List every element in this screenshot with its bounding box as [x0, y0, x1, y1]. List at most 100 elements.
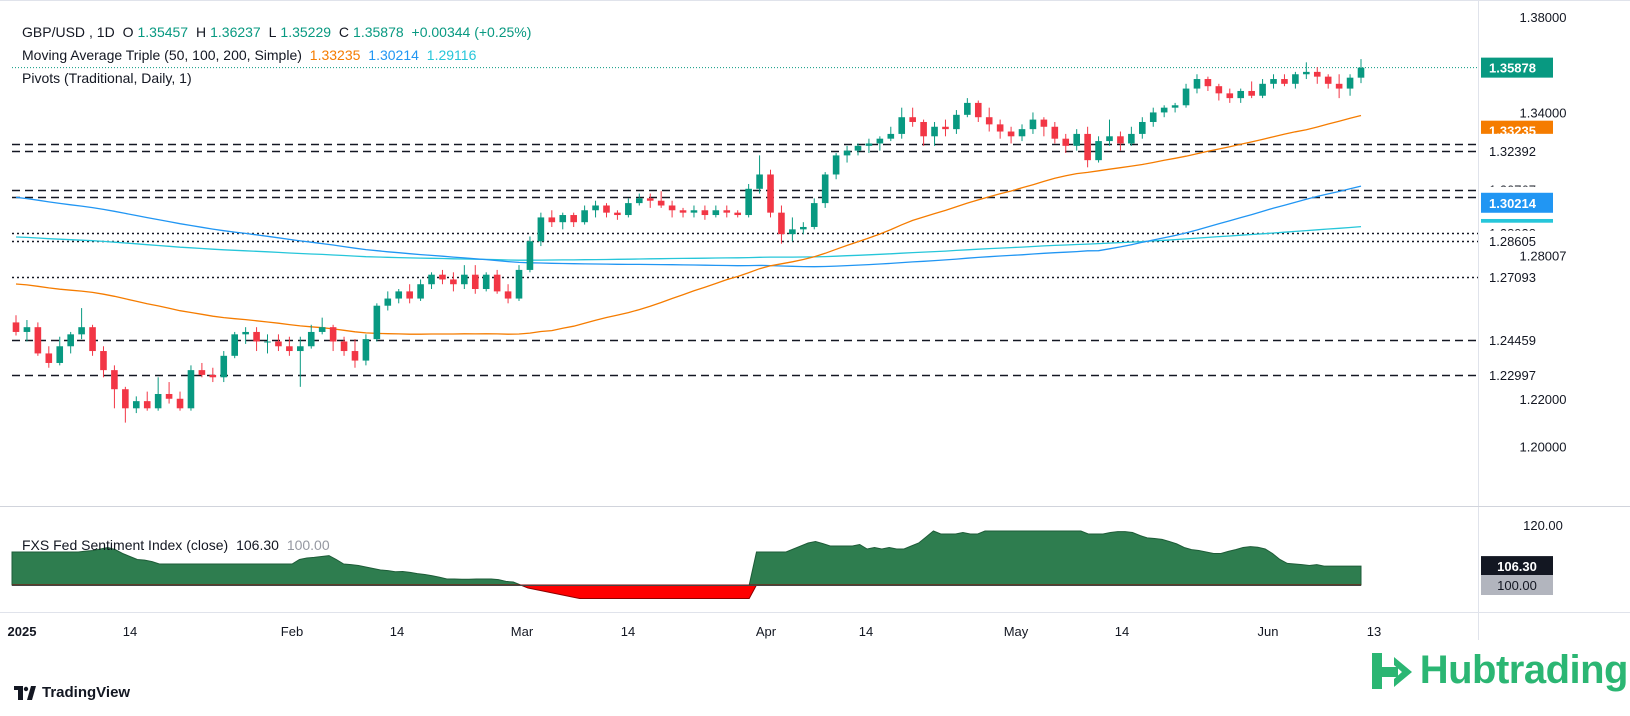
tradingview-logo[interactable]: TradingView — [14, 684, 130, 701]
time-tick-label: 13 — [1367, 624, 1381, 639]
candle-body — [723, 210, 731, 213]
time-tick-label: 14 — [123, 624, 137, 639]
candle-body — [985, 117, 993, 125]
low-value: 1.35229 — [280, 24, 332, 40]
candle-body — [89, 327, 96, 352]
candle-body — [898, 117, 906, 134]
candle-body — [78, 327, 85, 335]
close-label: C — [338, 24, 350, 40]
indicator-baseline-box — [1481, 575, 1553, 595]
candle-body — [384, 298, 392, 306]
candle-body — [1007, 131, 1015, 137]
candle-body — [1259, 83, 1266, 96]
candle-body — [340, 341, 348, 352]
interval: 1D — [96, 24, 115, 40]
candle-body — [679, 210, 687, 213]
candle-body — [854, 145, 862, 151]
price-label-box — [1480, 140, 1554, 162]
candle-body — [931, 126, 938, 137]
price-label-text: 1.32392 — [1489, 144, 1536, 159]
candle-body — [351, 351, 359, 361]
candle-body — [1281, 79, 1288, 84]
candle-body — [450, 279, 457, 285]
candle-body — [974, 102, 982, 118]
candle-body — [493, 274, 501, 292]
price-label-text: 1.28605 — [1489, 234, 1536, 249]
candle-body — [406, 291, 413, 299]
candle-body — [1018, 129, 1026, 137]
candle-body — [242, 331, 249, 335]
candle-body — [1073, 133, 1080, 146]
close-value: 1.35878 — [353, 24, 404, 40]
candle-body — [220, 355, 228, 378]
price-label-text: 1.24459 — [1489, 333, 1536, 348]
indicator-baseline: 100.00 — [286, 537, 330, 553]
candle-body — [1346, 77, 1354, 89]
candle-body — [1084, 133, 1091, 161]
candle-body — [45, 353, 53, 363]
candle-body — [614, 212, 621, 216]
candle-body — [734, 212, 742, 216]
price-label-box — [1480, 230, 1554, 252]
high-value: 1.36237 — [210, 24, 261, 40]
candle-body — [1149, 112, 1157, 122]
candle-body — [887, 133, 895, 139]
pivots-legend-name: Pivots (Traditional, Daily, 1) — [22, 70, 192, 86]
candle-body — [865, 143, 873, 146]
candle-body — [1248, 90, 1255, 96]
candle-body — [1324, 76, 1332, 84]
candle-body — [1193, 79, 1201, 89]
candle-body — [603, 205, 610, 213]
candle-body — [1040, 119, 1048, 127]
price-tick-label: 1.22000 — [1520, 392, 1567, 407]
candle-body — [657, 200, 665, 206]
candle-body — [56, 346, 64, 363]
symbol-legend: GBP/USD, 1D O 1.35457 H 1.36237 L 1.35229 C… — [22, 24, 532, 40]
sentiment-area-negative — [12, 584, 1361, 599]
indicator-current-box — [1481, 556, 1553, 577]
ma50-value: 1.33235 — [309, 47, 361, 63]
candle-body — [1182, 88, 1190, 106]
candle-body — [920, 121, 927, 137]
candle-body — [953, 114, 960, 130]
candle-body — [646, 198, 654, 201]
time-tick-label: 14 — [390, 624, 404, 639]
open-label: O — [122, 24, 134, 40]
candle-body — [111, 370, 118, 390]
candle-body — [810, 203, 818, 227]
time-tick-label: 14 — [621, 624, 635, 639]
candle-body — [690, 210, 698, 213]
candle-body — [154, 393, 162, 409]
ma50-line — [15, 114, 1362, 335]
candle-body — [395, 291, 403, 299]
indicator-value: 106.30 — [236, 537, 279, 553]
candle-body — [789, 229, 796, 235]
candle-body — [297, 346, 304, 352]
candle-body — [537, 217, 545, 242]
hubtrading-icon — [1371, 652, 1412, 689]
candle-body — [1292, 74, 1299, 84]
candle-body — [832, 155, 840, 175]
candle-body — [1095, 141, 1102, 161]
candle-body — [307, 331, 315, 347]
candle-body — [504, 291, 512, 299]
candle-body — [1204, 79, 1212, 87]
candle-body — [756, 174, 763, 189]
price-label-box — [1480, 266, 1554, 288]
candle-body — [570, 215, 577, 223]
candle-body — [800, 226, 807, 230]
candle-body — [1215, 86, 1223, 94]
candle-body — [701, 210, 709, 216]
ma100-value: 1.30214 — [368, 47, 419, 63]
price-tick-label: 1.38000 — [1520, 10, 1567, 25]
hubtrading-logo: Hubtrading — [1370, 648, 1629, 693]
candle-body — [1335, 83, 1343, 89]
change-value: +0.00344 (+0.25%) — [411, 24, 532, 40]
ma200-value: 1.29116 — [426, 47, 477, 63]
time-tick-label: 14 — [1115, 624, 1129, 639]
hubtrading-text: Hubtrading — [1419, 648, 1629, 692]
candle-body — [548, 217, 556, 223]
candle-body — [1303, 71, 1310, 75]
price-tick-label: 1.34000 — [1520, 105, 1567, 120]
